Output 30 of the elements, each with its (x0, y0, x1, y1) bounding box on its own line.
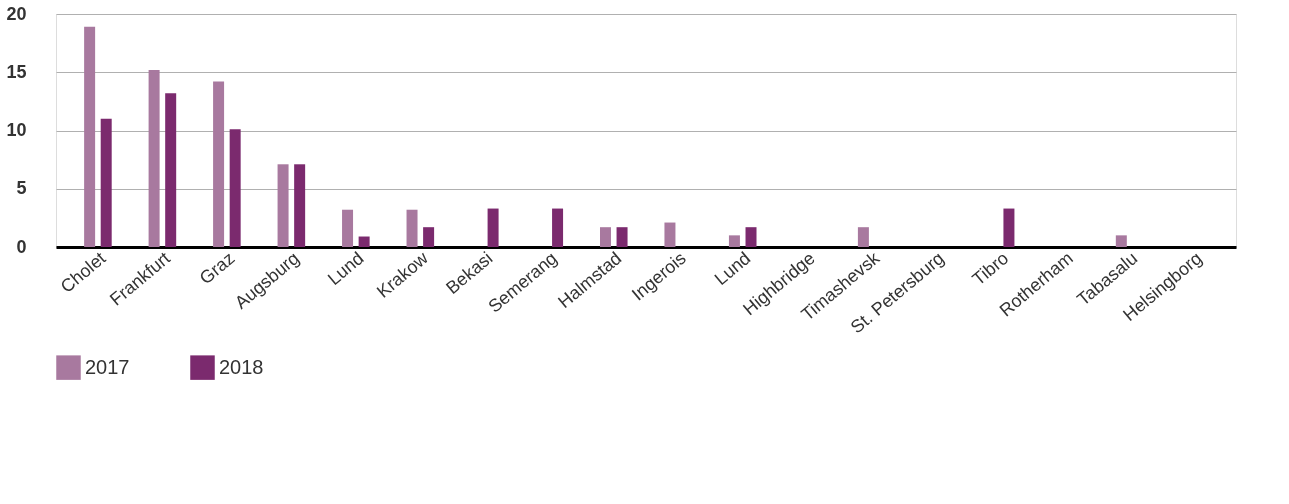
bar (857, 227, 869, 247)
y-tick-label: 0 (16, 236, 27, 257)
bar (1115, 235, 1127, 247)
bar (229, 129, 241, 247)
bar (294, 164, 306, 247)
y-tick-label: 15 (6, 61, 27, 82)
y-tick-label: 5 (16, 178, 27, 199)
bar (552, 208, 564, 247)
bar (277, 164, 289, 247)
bar (84, 26, 96, 247)
bar (406, 209, 418, 247)
bar (100, 118, 112, 247)
bar (165, 93, 177, 247)
bar (728, 235, 740, 247)
bar (664, 222, 676, 247)
legend-label: 2018 (219, 355, 264, 378)
bar (213, 81, 225, 247)
bar (616, 227, 628, 247)
y-tick-label: 10 (6, 120, 27, 140)
bar (342, 209, 354, 247)
x-tick-label: Graz (195, 247, 239, 289)
y-tick-label: 20 (6, 3, 27, 24)
bar (487, 208, 499, 247)
bar (423, 227, 435, 247)
legend-label: 2017 (85, 355, 130, 378)
bar (358, 236, 370, 247)
bar (599, 227, 611, 247)
bar (1003, 208, 1015, 247)
bar (745, 227, 757, 247)
bar (148, 69, 160, 247)
